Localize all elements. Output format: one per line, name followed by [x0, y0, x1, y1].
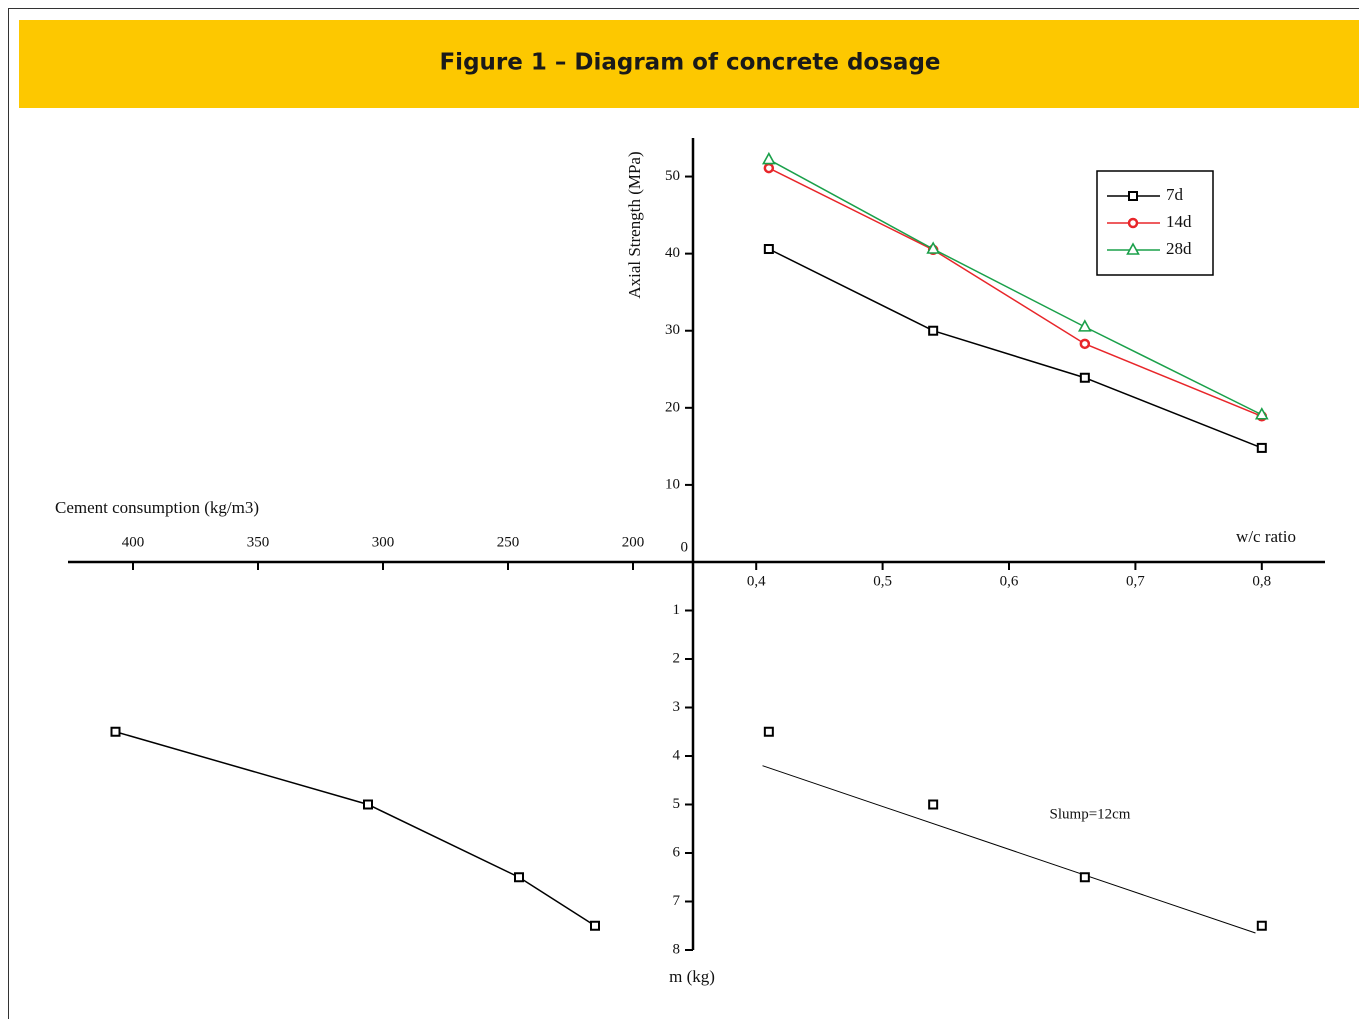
legend-marker: [1126, 242, 1140, 255]
y-tick-label: 50: [665, 168, 680, 184]
marker: [763, 726, 774, 737]
x-tick-label: 250: [497, 534, 520, 550]
marker: [1254, 407, 1269, 420]
marker: [761, 151, 776, 165]
series-line: [768, 248, 1263, 449]
marker: [1077, 319, 1092, 332]
x-tick-label: 0,8: [1252, 573, 1271, 589]
y-tick-label: 0: [681, 539, 689, 555]
legend-label: 7d: [1166, 185, 1184, 204]
marker: [763, 244, 774, 255]
y-tick-label: 10: [665, 476, 680, 492]
x-axis-label: Cement consumption (kg/m3): [55, 498, 259, 517]
marker: [928, 325, 939, 336]
y-tick-label: 7: [673, 893, 681, 909]
marker: [1079, 338, 1091, 350]
marker: [1256, 442, 1267, 453]
x-tick-label: 0,7: [1126, 573, 1145, 589]
marker: [928, 799, 939, 810]
y-axis-label: m (kg): [669, 967, 715, 986]
header-band: [19, 20, 1359, 108]
x-tick-label: 350: [247, 534, 270, 550]
x-tick-label: 200: [622, 534, 645, 550]
y-tick-label: 20: [665, 399, 680, 415]
x-tick-label: 0,5: [873, 573, 892, 589]
marker: [590, 920, 600, 931]
series-line: [768, 167, 1263, 417]
y-tick-label: 6: [673, 844, 681, 860]
x-tick-label: 0,6: [1000, 573, 1019, 589]
y-tick-label: 4: [673, 747, 681, 763]
y-tick-label: 8: [673, 941, 681, 957]
legend-marker: [1128, 191, 1138, 201]
x-axis-label: w/c ratio: [1236, 527, 1296, 546]
marker: [110, 726, 121, 737]
legend-label: 14d: [1166, 212, 1192, 231]
y-tick-label: 1: [673, 602, 681, 618]
y-tick-label: 3: [673, 699, 681, 715]
legend-label: 28d: [1166, 239, 1192, 258]
x-tick-label: 400: [122, 534, 145, 550]
marker: [363, 799, 373, 810]
y-tick-label: 30: [665, 322, 680, 338]
marker: [1256, 920, 1267, 931]
frame: [8, 8, 1359, 1019]
marker: [514, 872, 524, 883]
x-tick-label: 300: [372, 534, 395, 550]
header-title: Figure 1 – Diagram of concrete dosage: [439, 50, 940, 76]
marker: [1079, 372, 1090, 383]
y-tick-label: 2: [673, 650, 681, 666]
marker: [926, 241, 941, 254]
y-tick-label: 5: [673, 796, 681, 812]
y-axis-label: Axial Strength (MPa): [625, 151, 644, 298]
marker: [763, 162, 775, 174]
annotation: Slump=12cm: [1050, 806, 1131, 822]
legend-marker: [1127, 217, 1139, 229]
y-tick-label: 40: [665, 245, 680, 261]
series-line: [768, 158, 1263, 416]
series-line: [115, 731, 596, 927]
trend-line: [762, 765, 1256, 934]
x-tick-label: 0,4: [747, 573, 766, 589]
marker: [1079, 872, 1090, 883]
